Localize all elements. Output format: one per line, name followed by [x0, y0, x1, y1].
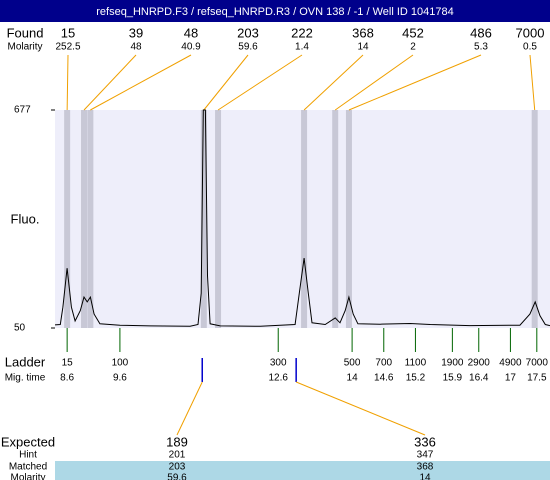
row-label: Hint: [19, 450, 37, 461]
ladder-size: 4900: [499, 358, 522, 369]
ladder-size: 1100: [405, 358, 427, 369]
ladder-size: 300: [270, 358, 287, 369]
y-tick-label: 50: [14, 323, 26, 334]
ladder-size: 700: [375, 358, 392, 369]
peak-band: [301, 110, 308, 328]
found-label: Found: [7, 25, 44, 40]
expected-value: 368: [417, 462, 434, 473]
found-size: 222: [291, 25, 313, 40]
ladder-time: 17: [505, 373, 517, 384]
ladder-time: 15.2: [406, 373, 426, 384]
marker-connector: [295, 381, 426, 436]
found-connector: [217, 54, 303, 111]
ladder-time: 16.4: [469, 373, 489, 384]
peak-band: [215, 110, 222, 328]
y-tick-label: 677: [14, 105, 31, 116]
found-size: 452: [402, 25, 424, 40]
found-connector: [203, 54, 249, 111]
molarity-label: Molarity: [7, 42, 42, 53]
peak-band: [81, 110, 88, 328]
found-molarity: 48: [130, 42, 142, 53]
found-connector: [529, 54, 536, 111]
expected-value: 336: [414, 434, 436, 449]
peak-band: [332, 110, 339, 328]
ladder-time: 9.6: [113, 373, 127, 384]
row-label: Expected: [1, 434, 55, 449]
row-label: Matched: [9, 462, 47, 473]
ladder-time: 14: [347, 373, 359, 384]
found-molarity: 5.3: [474, 42, 488, 53]
ladder-size: 100: [112, 358, 129, 369]
expected-value: 189: [166, 434, 188, 449]
row-label: Molarity: [10, 473, 45, 480]
expected-value: 201: [169, 450, 186, 461]
found-connector: [66, 54, 69, 111]
expected-value: 347: [417, 450, 434, 461]
ladder-size: 500: [344, 358, 361, 369]
ladder-size: 2900: [468, 358, 491, 369]
found-molarity: 59.6: [238, 42, 258, 53]
matched-band: [55, 461, 550, 480]
found-size: 203: [237, 25, 259, 40]
found-connector: [348, 54, 482, 111]
found-molarity: 14: [357, 42, 369, 53]
ladder-size: 1900: [441, 358, 464, 369]
chart-title: refseq_HNRPD.F3 / refseq_HNRPD.R3 / OVN …: [96, 6, 453, 18]
found-connector: [90, 54, 192, 111]
peak-band: [64, 110, 71, 328]
found-size: 486: [470, 25, 492, 40]
found-size: 15: [61, 25, 75, 40]
peak-band: [531, 110, 538, 328]
peak-band: [345, 110, 352, 328]
found-size: 7000: [516, 25, 545, 40]
expected-value: 14: [419, 473, 431, 480]
found-size: 39: [129, 25, 143, 40]
ladder-size: 15: [62, 358, 74, 369]
found-connector: [303, 54, 364, 111]
ladder-time: 12.6: [268, 373, 288, 384]
found-molarity: 40.9: [181, 42, 201, 53]
title-bar: [0, 0, 550, 22]
ladder-size: 7000: [526, 358, 549, 369]
found-molarity: 0.5: [523, 42, 537, 53]
ladder-time: 14.6: [374, 373, 394, 384]
found-connector: [334, 54, 414, 111]
found-size: 48: [184, 25, 198, 40]
expected-value: 59.6: [167, 473, 187, 480]
expected-value: 203: [169, 462, 186, 473]
y-axis-label: Fluo.: [11, 211, 40, 226]
found-molarity: 252.5: [55, 42, 80, 53]
trace: [54, 109, 550, 327]
peak-band: [87, 110, 94, 328]
ladder-time: 17.5: [527, 373, 547, 384]
ladder-time: 8.6: [60, 373, 74, 384]
ladder-time: 15.9: [443, 373, 463, 384]
found-molarity: 2: [410, 42, 416, 53]
peak-band: [200, 110, 207, 328]
found-size: 368: [352, 25, 374, 40]
found-molarity: 1.4: [295, 42, 309, 53]
mig-time-label: Mig. time: [5, 373, 46, 384]
marker-connector: [176, 381, 203, 436]
ladder-label: Ladder: [5, 354, 46, 369]
found-connector: [83, 54, 137, 111]
